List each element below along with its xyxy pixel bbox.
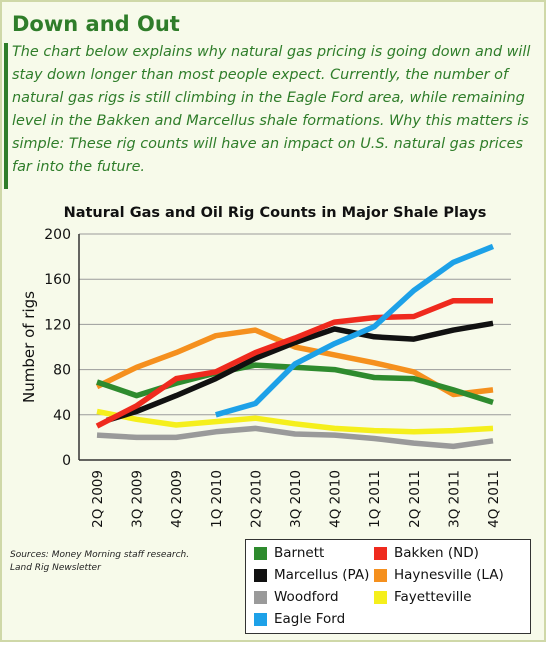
series-line-woodford — [96, 425, 494, 450]
legend-label: Bakken (ND) — [394, 545, 479, 561]
page-title: Down and Out — [12, 12, 180, 36]
x-tick-label: 3Q 2010 — [288, 470, 304, 528]
x-tick-label: 1Q 2011 — [367, 470, 383, 528]
intro-accent-bar — [4, 43, 8, 189]
legend-swatch — [254, 546, 267, 560]
legend-item: Eagle Ford — [254, 609, 345, 629]
x-tick-label: 4Q 2010 — [328, 470, 344, 528]
x-tick-label: 1Q 2010 — [209, 470, 225, 528]
y-tick-label: 80 — [53, 363, 71, 379]
x-tick-label: 4Q 2011 — [486, 470, 502, 528]
y-tick-label: 40 — [53, 408, 71, 424]
legend-label: Marcellus (PA) — [274, 567, 370, 583]
legend-label: Fayetteville — [394, 589, 472, 605]
legend-swatch — [254, 590, 267, 604]
legend-swatch — [254, 568, 267, 582]
chart-legend: Barnett Bakken (ND) Marcellus (PA) Haynesvi… — [245, 539, 531, 634]
y-tick-label: 0 — [62, 453, 71, 469]
legend-item: Barnett — [254, 543, 324, 563]
y-tick-label: 120 — [44, 317, 71, 333]
series-line-haynesville-la — [95, 327, 494, 398]
series-line-bakken-nd — [95, 297, 493, 429]
x-tick-label: 2Q 2009 — [90, 470, 106, 528]
x-tick-label: 4Q 2009 — [169, 470, 185, 528]
series-line-fayetteville — [96, 408, 494, 435]
legend-swatch — [254, 612, 267, 626]
series-lines — [95, 243, 495, 450]
y-tick-label: 200 — [44, 227, 71, 243]
y-axis-label: Number of rigs — [20, 291, 38, 403]
chart-title: Natural Gas and Oil Rig Counts in Major … — [63, 205, 487, 221]
intro-paragraph: The chart below explains why natural gas… — [12, 44, 531, 175]
x-tick-label: 3Q 2009 — [130, 470, 146, 528]
x-axis-tick-labels: 2Q 2009 3Q 2009 4Q 2009 1Q 2010 2Q 2010 3Q 20… — [90, 470, 502, 528]
legend-label: Haynesville (LA) — [394, 567, 504, 583]
y-tick-label: 160 — [44, 272, 71, 288]
legend-item: Woodford — [254, 587, 339, 607]
legend-label: Woodford — [274, 589, 339, 605]
y-axis-tick-labels: 0 40 80 120 160 200 — [44, 227, 71, 469]
legend-label: Barnett — [274, 545, 325, 561]
legend-swatch — [374, 590, 387, 604]
series-line-marcellus-pa — [106, 320, 494, 424]
legend-item: Fayetteville — [374, 587, 472, 607]
legend-swatch — [374, 546, 387, 560]
series-line-eagle-ford — [215, 243, 495, 418]
x-tick-label: 2Q 2011 — [407, 470, 423, 528]
x-tick-label: 3Q 2011 — [446, 470, 462, 528]
legend-swatch — [374, 568, 387, 582]
legend-item: Bakken (ND) — [374, 543, 479, 563]
gridlines — [79, 233, 511, 416]
sources-line-1: Sources: Money Morning staff research. — [10, 550, 190, 560]
series-line-barnett — [96, 362, 494, 406]
sources-line-2: Land Rig Newsletter — [10, 563, 101, 573]
sources-note: Sources: Money Morning staff research. L… — [10, 549, 230, 575]
legend-item: Haynesville (LA) — [374, 565, 504, 585]
legend-label: Eagle Ford — [274, 611, 346, 627]
legend-item: Marcellus (PA) — [254, 565, 369, 585]
x-tick-label: 2Q 2010 — [248, 470, 264, 528]
